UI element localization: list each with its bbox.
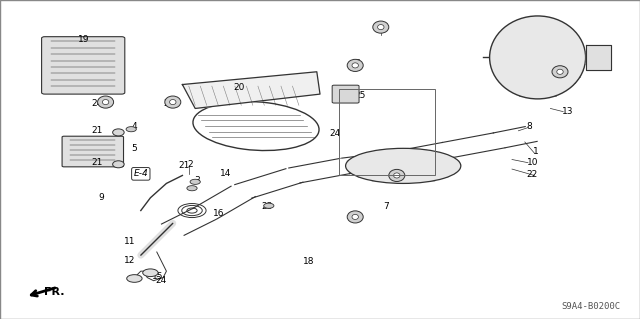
Text: 12: 12	[124, 256, 135, 265]
Text: 11: 11	[124, 237, 135, 246]
Text: 6: 6	[396, 170, 401, 179]
Text: 21: 21	[91, 158, 102, 167]
Ellipse shape	[346, 148, 461, 183]
Text: 20: 20	[234, 83, 245, 92]
Text: 8: 8	[527, 122, 532, 131]
Text: 24: 24	[163, 99, 175, 108]
Text: 23: 23	[261, 202, 273, 211]
Text: 15: 15	[152, 272, 164, 281]
Text: 14: 14	[220, 169, 231, 178]
Ellipse shape	[372, 21, 388, 33]
FancyBboxPatch shape	[42, 37, 125, 94]
Circle shape	[127, 275, 142, 282]
Text: 6: 6	[354, 212, 360, 221]
Text: 9: 9	[98, 193, 104, 202]
FancyBboxPatch shape	[332, 85, 359, 103]
Ellipse shape	[557, 69, 563, 74]
Ellipse shape	[378, 25, 384, 30]
Ellipse shape	[389, 169, 405, 182]
Ellipse shape	[394, 173, 400, 178]
Circle shape	[143, 269, 158, 277]
Text: 16: 16	[213, 209, 225, 218]
Text: 21: 21	[91, 126, 102, 135]
Text: 21: 21	[178, 161, 189, 170]
Ellipse shape	[165, 96, 181, 108]
Text: 24: 24	[155, 276, 166, 285]
FancyBboxPatch shape	[62, 136, 124, 167]
Polygon shape	[586, 45, 611, 70]
Text: S9A4-B0200C: S9A4-B0200C	[562, 302, 621, 311]
Ellipse shape	[490, 16, 586, 99]
Text: 3: 3	[194, 176, 200, 185]
Bar	[339, 89, 435, 175]
Polygon shape	[182, 72, 320, 108]
Ellipse shape	[98, 96, 114, 108]
Ellipse shape	[348, 59, 364, 71]
Text: 10: 10	[527, 158, 538, 167]
Ellipse shape	[113, 129, 124, 136]
Text: 6: 6	[354, 59, 360, 68]
Text: 7: 7	[383, 202, 388, 211]
Ellipse shape	[352, 63, 358, 68]
Ellipse shape	[102, 100, 109, 105]
Text: 24: 24	[92, 99, 103, 108]
Text: 5: 5	[131, 144, 137, 153]
Text: 2: 2	[188, 160, 193, 169]
Ellipse shape	[113, 161, 124, 168]
Ellipse shape	[348, 211, 364, 223]
Circle shape	[187, 186, 197, 191]
Ellipse shape	[552, 66, 568, 78]
Text: 13: 13	[562, 107, 573, 115]
Text: 19: 19	[78, 35, 90, 44]
Text: 18: 18	[303, 257, 314, 266]
Text: 24: 24	[330, 130, 341, 138]
Ellipse shape	[170, 100, 176, 105]
Circle shape	[126, 127, 136, 132]
Text: E-4: E-4	[133, 169, 148, 178]
Text: 1: 1	[533, 147, 539, 156]
Text: 22: 22	[527, 170, 538, 179]
Circle shape	[264, 203, 274, 208]
Text: 4: 4	[131, 122, 137, 130]
Text: 6: 6	[380, 22, 385, 31]
Ellipse shape	[352, 214, 358, 219]
Text: 25: 25	[354, 91, 365, 100]
Circle shape	[190, 179, 200, 184]
Text: 6: 6	[559, 66, 564, 75]
Text: FR.: FR.	[44, 287, 64, 297]
